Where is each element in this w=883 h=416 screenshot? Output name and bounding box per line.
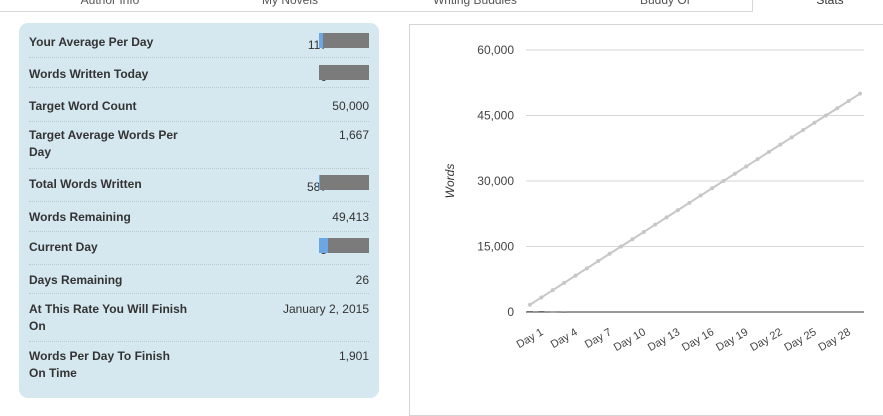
tab-buddy-of[interactable]: Buddy Of (639, 0, 691, 7)
stat-row-finish-date: At This Rate You Will Finish On January … (29, 294, 369, 342)
target-series-point (573, 273, 578, 278)
target-series-point (664, 215, 669, 220)
progress-bar (319, 33, 369, 48)
stat-row-average-per-day: Your Average Per Day 117 (29, 31, 369, 58)
target-series-line (529, 92, 861, 306)
target-series-point (596, 259, 601, 264)
target-series-point (698, 193, 703, 198)
stat-value: 50,000 (332, 99, 369, 113)
x-tick-label: Day 13 (646, 326, 682, 354)
x-tick-label: Day 16 (680, 326, 716, 354)
stat-value: 49,413 (332, 210, 369, 224)
stat-label: Total Words Written (29, 177, 142, 191)
stat-label: Current Day (29, 240, 98, 254)
target-series-point (675, 208, 680, 213)
target-series-point (653, 222, 658, 227)
tab-stats[interactable]: Stats (816, 0, 844, 7)
stat-label: At This Rate You Will Finish On (29, 302, 188, 333)
stat-value: 1,667 (338, 128, 369, 142)
target-series-point (744, 164, 749, 169)
x-tick-label: Day 10 (612, 326, 648, 354)
stat-row-words-per-day-to-finish: Words Per Day To Finish On Time 1,901 (29, 342, 369, 390)
progress-bar-fill (319, 238, 328, 253)
y-tick-label: 60,000 (477, 43, 514, 57)
target-series-point (687, 200, 692, 205)
target-series-point (630, 237, 635, 242)
y-axis-label: Words (443, 164, 457, 199)
progress-bar (319, 238, 369, 253)
target-series-point (823, 113, 828, 118)
stat-label: Words Remaining (29, 210, 131, 224)
progress-bar-fill (319, 33, 323, 48)
tab-stats-container (752, 0, 883, 12)
stat-row-current-day: Current Day 5 (29, 232, 369, 265)
y-tick-label: 45,000 (477, 109, 514, 123)
target-series-point (858, 91, 862, 96)
target-series-point (607, 251, 612, 256)
stat-row-target-average: Target Average Words Per Day 1,667 (29, 122, 369, 169)
target-series-point (732, 171, 737, 176)
target-series-point (766, 149, 771, 154)
chart-panel: 0 15,000 30,000 45,000 60,000 Words Day 1 Day 4… (409, 24, 883, 416)
target-series-point (721, 179, 726, 183)
x-tick-label: Day 19 (714, 326, 750, 354)
written-series-bar (527, 311, 533, 313)
progress-bar-fill (319, 175, 320, 190)
stat-label: Words Per Day To Finish On Time (29, 349, 170, 380)
target-series-point (562, 280, 567, 285)
written-series-bar (538, 311, 545, 313)
written-series-bar (561, 311, 568, 313)
stat-label: Your Average Per Day (29, 35, 154, 49)
written-series-bar (549, 311, 556, 313)
y-tick-label: 0 (507, 305, 514, 319)
tab-writing-buddies[interactable]: Writing Buddies (433, 0, 517, 7)
target-series-point (584, 266, 589, 271)
target-series-point (528, 302, 532, 307)
stat-value: 26 (355, 273, 369, 287)
target-series-point (619, 244, 624, 249)
stat-row-days-remaining: Days Remaining 26 (29, 265, 369, 294)
y-tick-label: 30,000 (477, 174, 514, 188)
x-tick-label: Day 28 (817, 326, 853, 354)
stat-label: Words Written Today (29, 67, 149, 81)
target-series-point (755, 157, 760, 162)
progress-bar (319, 65, 369, 80)
tab-author-info[interactable]: Author Info (80, 0, 140, 7)
x-tick-label: Day 1 (515, 326, 546, 351)
target-series-point (710, 186, 715, 191)
tab-bar: Author Info My Novels Writing Buddies Bu… (0, 0, 883, 12)
stat-row-total-words-written: Total Words Written 587 (29, 169, 369, 202)
stat-row-words-written-today: Words Written Today 0 (29, 58, 369, 88)
stat-row-target-word-count: Target Word Count 50,000 (29, 88, 369, 122)
stat-label: Target Average Words Per Day (29, 128, 178, 159)
progress-bar (319, 175, 369, 190)
target-series-point (550, 288, 555, 293)
target-series-point (801, 128, 806, 133)
tab-bar-divider (0, 11, 752, 12)
x-tick-label: Day 4 (549, 326, 580, 351)
target-series-point (812, 120, 817, 125)
x-tick-label: Day 25 (782, 326, 818, 354)
target-series-point (778, 142, 783, 147)
target-series-point (835, 106, 840, 111)
stats-panel: Your Average Per Day 117 Words Written T… (19, 23, 379, 398)
target-series-point (539, 295, 544, 300)
target-series-point (846, 98, 851, 103)
target-series-point (641, 229, 646, 234)
stat-value: January 2, 2015 (282, 302, 369, 316)
stat-label: Target Word Count (29, 99, 137, 113)
stat-row-words-remaining: Words Remaining 49,413 (29, 202, 369, 232)
x-tick-label: Day 22 (748, 326, 784, 354)
target-series-point (789, 135, 794, 140)
tab-my-novels[interactable]: My Novels (261, 0, 318, 7)
y-tick-label: 15,000 (477, 240, 514, 254)
x-tick-label: Day 7 (583, 326, 614, 351)
word-count-chart: 0 15,000 30,000 45,000 60,000 Words Day 1 Day 4… (443, 43, 864, 354)
stat-label: Days Remaining (29, 273, 123, 287)
stat-value: 1,901 (338, 349, 369, 363)
